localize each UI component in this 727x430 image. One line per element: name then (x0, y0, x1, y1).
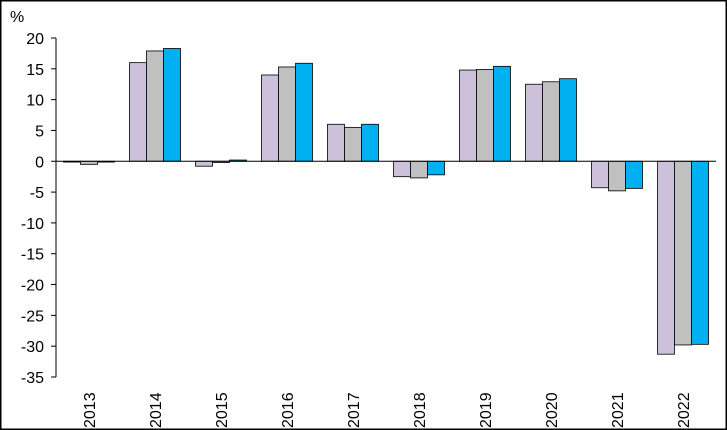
x-tick-label: 2016 (280, 392, 297, 428)
bar-2020-series-2 (542, 81, 560, 162)
y-tick-label: -20 (21, 278, 44, 295)
x-tick-label: 2020 (544, 392, 561, 428)
x-axis: 2013 2014 2015 2016 2017 2018 2019 2020 2021 2022 (82, 392, 693, 428)
y-tick-label: 20 (26, 31, 44, 48)
x-tick-label: 2019 (478, 392, 495, 428)
y-tick-label: 10 (26, 93, 44, 110)
bar-2020-series-1 (525, 83, 543, 162)
bar-2022-series-3 (691, 160, 709, 345)
bar-2015-series-1 (195, 160, 213, 167)
bar-2021-series-2 (608, 160, 626, 192)
bar-2022-series-1 (657, 160, 675, 355)
bar-2018-series-3 (427, 160, 445, 176)
bar-2014-series-3 (163, 48, 181, 162)
y-tick-label: -10 (21, 216, 44, 233)
y-tick-label: -5 (30, 185, 44, 202)
y-tick-label: -15 (21, 247, 44, 264)
x-tick-label: 2021 (610, 392, 627, 428)
bar-2019-series-3 (493, 65, 511, 162)
x-tick-label: 2022 (676, 392, 693, 428)
y-tick-label: -35 (21, 370, 44, 387)
x-tick-label: 2017 (346, 392, 363, 428)
bar-2016-series-3 (295, 62, 313, 162)
bar-2022-series-2 (674, 160, 692, 346)
x-tick-label: 2014 (148, 392, 165, 428)
bar-2019-series-1 (459, 69, 477, 162)
bar-2021-series-1 (591, 160, 609, 189)
bar-2014-series-1 (129, 62, 147, 162)
y-tick-label: 0 (35, 154, 44, 171)
y-tick-label: 5 (35, 123, 44, 140)
x-tick-label: 2013 (82, 392, 99, 428)
bar-2016-series-2 (278, 66, 296, 162)
x-tick-label: 2015 (214, 392, 231, 428)
bar-2017-series-1 (327, 123, 345, 162)
y-axis-unit-label: % (10, 9, 24, 26)
x-tick-label: 2018 (412, 392, 429, 428)
bar-2018-series-1 (393, 160, 411, 178)
y-axis: 20 15 10 5 0 -5 -10 -15 -20 -25 -30 -35 (21, 31, 56, 387)
bar-2021-series-3 (625, 160, 643, 189)
y-tick-label: -25 (21, 308, 44, 325)
bar-2019-series-2 (476, 69, 494, 162)
bar-2018-series-2 (410, 160, 428, 179)
bar-2017-series-3 (361, 123, 379, 162)
bar-2016-series-1 (261, 74, 279, 162)
bar-2014-series-2 (146, 50, 164, 162)
bar-series (63, 48, 709, 355)
bar-2020-series-3 (559, 78, 577, 162)
y-tick-label: 15 (26, 62, 44, 79)
bar-2017-series-2 (344, 126, 362, 162)
y-tick-label: -30 (21, 339, 44, 356)
